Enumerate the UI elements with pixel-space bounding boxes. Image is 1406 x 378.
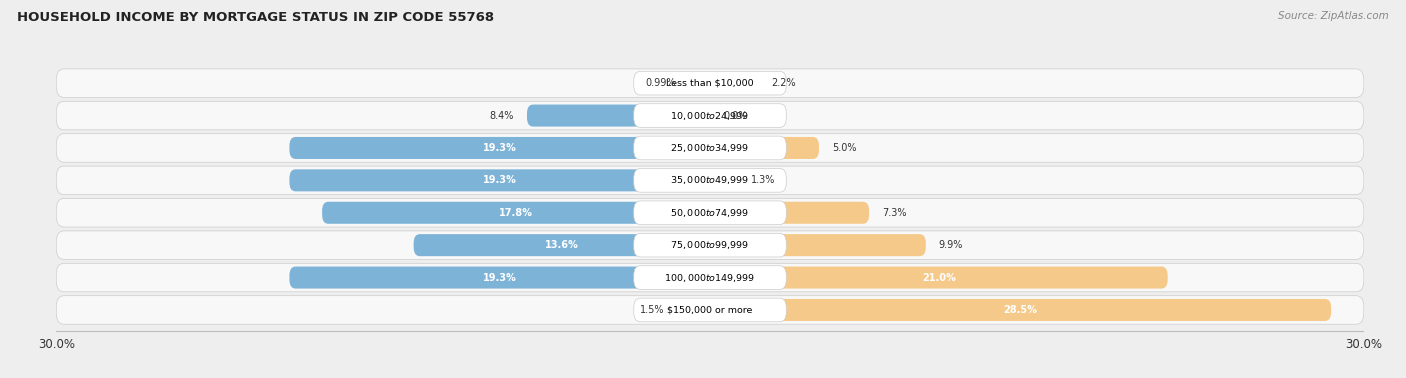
FancyBboxPatch shape	[634, 201, 786, 225]
FancyBboxPatch shape	[710, 234, 925, 256]
FancyBboxPatch shape	[56, 166, 1364, 195]
FancyBboxPatch shape	[710, 299, 1331, 321]
FancyBboxPatch shape	[56, 134, 1364, 162]
FancyBboxPatch shape	[634, 71, 786, 95]
FancyBboxPatch shape	[710, 266, 1167, 288]
FancyBboxPatch shape	[710, 169, 738, 191]
FancyBboxPatch shape	[689, 72, 710, 94]
FancyBboxPatch shape	[413, 234, 710, 256]
FancyBboxPatch shape	[634, 266, 786, 290]
FancyBboxPatch shape	[710, 72, 758, 94]
Text: 28.5%: 28.5%	[1004, 305, 1038, 315]
Text: $100,000 to $149,999: $100,000 to $149,999	[665, 271, 755, 284]
FancyBboxPatch shape	[634, 298, 786, 322]
Text: 7.3%: 7.3%	[882, 208, 907, 218]
FancyBboxPatch shape	[56, 101, 1364, 130]
Text: $75,000 to $99,999: $75,000 to $99,999	[671, 239, 749, 251]
Text: 19.3%: 19.3%	[482, 143, 516, 153]
FancyBboxPatch shape	[56, 69, 1364, 98]
FancyBboxPatch shape	[710, 137, 818, 159]
Text: 19.3%: 19.3%	[482, 175, 516, 185]
Text: $150,000 or more: $150,000 or more	[668, 305, 752, 314]
FancyBboxPatch shape	[527, 105, 710, 127]
Text: 2.2%: 2.2%	[770, 78, 796, 88]
FancyBboxPatch shape	[678, 299, 710, 321]
Text: 0.99%: 0.99%	[645, 78, 675, 88]
Text: Less than $10,000: Less than $10,000	[666, 79, 754, 88]
FancyBboxPatch shape	[634, 233, 786, 257]
Text: $50,000 to $74,999: $50,000 to $74,999	[671, 207, 749, 219]
Text: 19.3%: 19.3%	[482, 273, 516, 283]
Text: $10,000 to $24,999: $10,000 to $24,999	[671, 110, 749, 122]
FancyBboxPatch shape	[56, 263, 1364, 292]
FancyBboxPatch shape	[322, 202, 710, 224]
FancyBboxPatch shape	[56, 231, 1364, 259]
FancyBboxPatch shape	[290, 137, 710, 159]
FancyBboxPatch shape	[290, 169, 710, 191]
Text: $35,000 to $49,999: $35,000 to $49,999	[671, 174, 749, 186]
Text: 1.3%: 1.3%	[751, 175, 776, 185]
Text: HOUSEHOLD INCOME BY MORTGAGE STATUS IN ZIP CODE 55768: HOUSEHOLD INCOME BY MORTGAGE STATUS IN Z…	[17, 11, 494, 24]
FancyBboxPatch shape	[634, 104, 786, 127]
Text: 5.0%: 5.0%	[832, 143, 856, 153]
Text: 13.6%: 13.6%	[546, 240, 579, 250]
Text: 0.0%: 0.0%	[723, 110, 748, 121]
Text: 9.9%: 9.9%	[939, 240, 963, 250]
Text: $25,000 to $34,999: $25,000 to $34,999	[671, 142, 749, 154]
Text: 21.0%: 21.0%	[922, 273, 956, 283]
FancyBboxPatch shape	[634, 169, 786, 192]
Text: 17.8%: 17.8%	[499, 208, 533, 218]
Text: Source: ZipAtlas.com: Source: ZipAtlas.com	[1278, 11, 1389, 21]
FancyBboxPatch shape	[290, 266, 710, 288]
Text: 8.4%: 8.4%	[489, 110, 515, 121]
FancyBboxPatch shape	[56, 198, 1364, 227]
FancyBboxPatch shape	[634, 136, 786, 160]
FancyBboxPatch shape	[56, 296, 1364, 324]
FancyBboxPatch shape	[710, 202, 869, 224]
Text: 1.5%: 1.5%	[640, 305, 664, 315]
